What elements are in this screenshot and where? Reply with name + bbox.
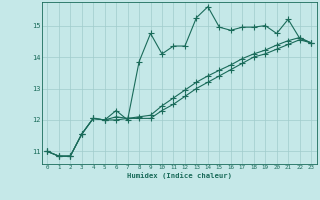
X-axis label: Humidex (Indice chaleur): Humidex (Indice chaleur)	[127, 172, 232, 179]
